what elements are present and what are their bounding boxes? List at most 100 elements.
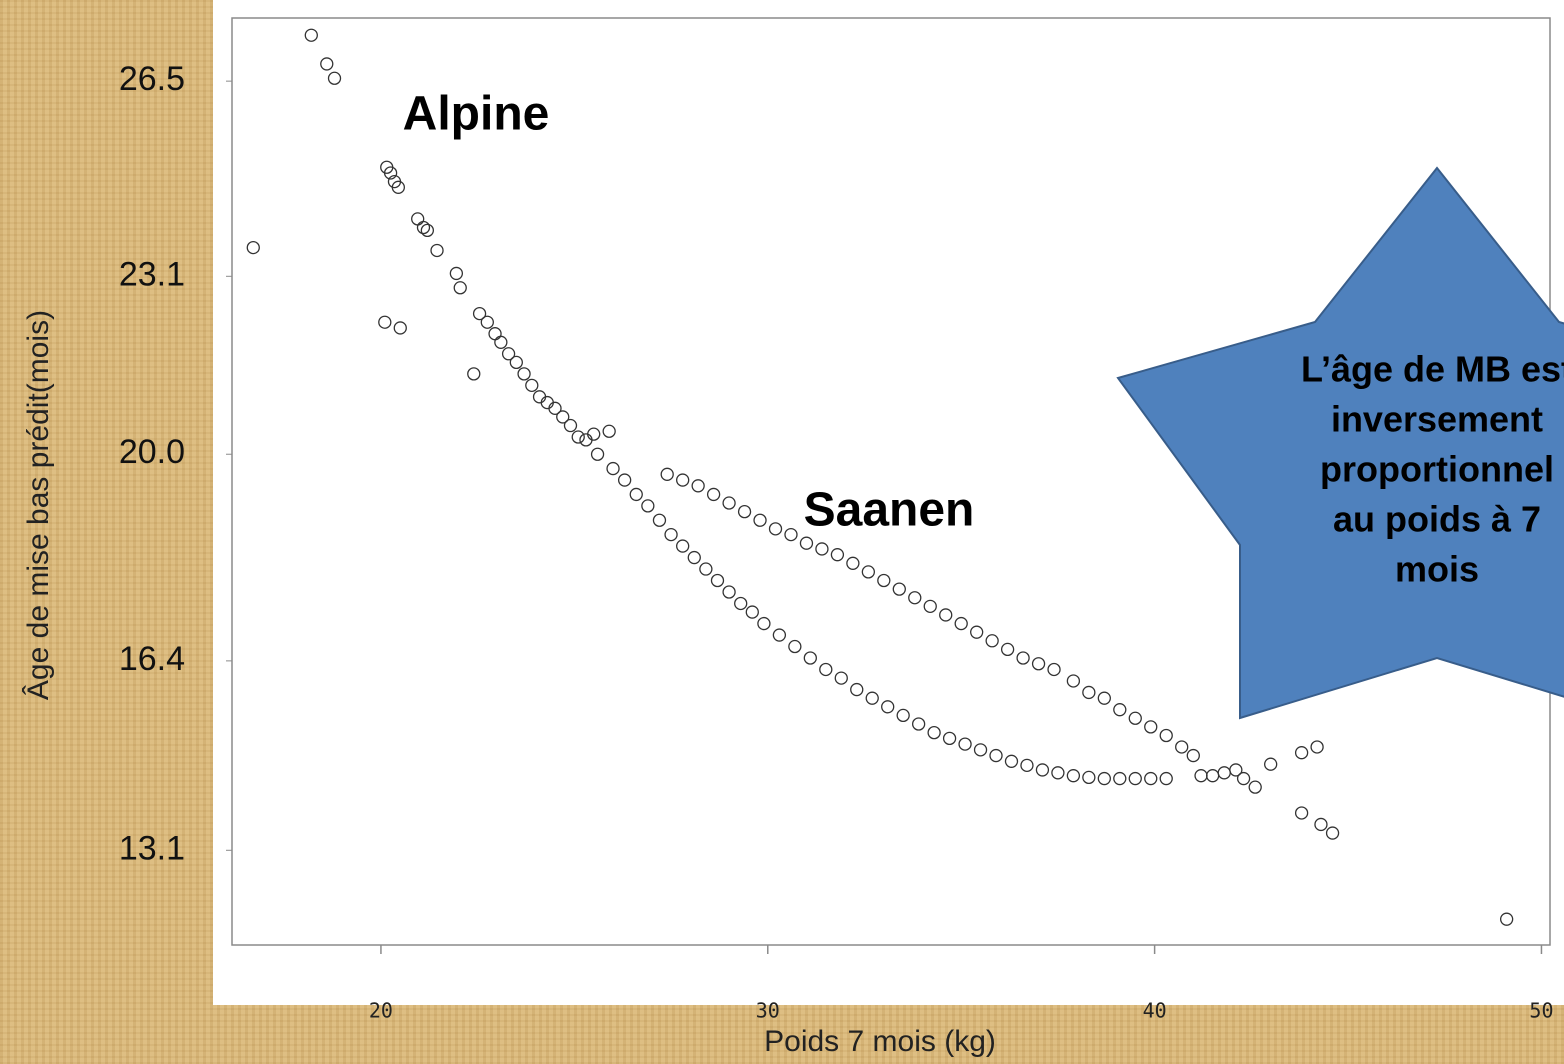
data-point	[989, 748, 1003, 763]
data-point	[834, 671, 848, 685]
data-point	[881, 700, 895, 714]
data-point	[1314, 817, 1328, 832]
data-point	[1248, 780, 1262, 794]
data-point	[378, 315, 392, 329]
data-point	[1004, 754, 1019, 768]
data-point	[1294, 746, 1309, 760]
annotation: Alpine	[403, 88, 550, 141]
data-point	[1000, 642, 1015, 657]
data-point	[865, 691, 879, 705]
data-point	[958, 737, 972, 751]
data-point	[1066, 769, 1081, 783]
data-point	[1175, 740, 1189, 754]
data-point	[784, 527, 798, 542]
x-tick-label: 30	[756, 999, 780, 1023]
star-text: inversement	[1331, 399, 1543, 440]
y-tick-label: 13.1	[119, 829, 185, 867]
y-tick-label: 26.5	[119, 60, 185, 98]
data-point	[676, 539, 690, 553]
data-point	[722, 496, 736, 510]
data-point	[911, 717, 926, 731]
data-point	[1016, 651, 1030, 665]
data-point	[327, 71, 342, 85]
data-point	[803, 651, 817, 665]
data-point	[710, 573, 725, 588]
data-point	[652, 513, 667, 527]
data-point	[846, 556, 860, 570]
x-axis-title: Poids 7 mois (kg)	[764, 1025, 996, 1058]
data-point	[699, 562, 713, 576]
y-tick-label: 16.4	[119, 640, 185, 678]
data-point	[393, 321, 407, 335]
data-point	[587, 427, 601, 441]
data-point	[1310, 740, 1324, 754]
data-point	[1035, 763, 1050, 777]
data-point	[641, 499, 655, 513]
data-point	[664, 527, 678, 542]
data-point	[706, 487, 721, 502]
data-point	[1113, 771, 1127, 786]
data-point	[590, 447, 605, 461]
data-point	[660, 467, 674, 481]
data-point	[908, 591, 922, 605]
data-point	[1113, 703, 1127, 717]
x-tick-label: 20	[369, 999, 393, 1023]
data-point	[606, 461, 620, 476]
data-point	[1066, 674, 1081, 688]
data-point	[467, 367, 481, 381]
data-point	[1325, 826, 1340, 840]
data-point	[973, 743, 988, 757]
data-point	[687, 550, 701, 565]
data-point	[453, 281, 467, 295]
data-point	[1499, 912, 1514, 926]
data-point	[391, 180, 405, 194]
data-point	[819, 662, 833, 677]
data-point	[799, 536, 814, 550]
data-point	[737, 504, 752, 519]
data-point	[861, 565, 876, 579]
data-point	[1159, 771, 1173, 786]
data-point	[1031, 657, 1046, 671]
data-point	[768, 522, 783, 536]
data-point	[877, 573, 891, 588]
data-point	[1159, 728, 1173, 743]
data-point	[509, 355, 523, 370]
data-point	[722, 585, 736, 599]
data-point	[676, 473, 690, 487]
data-point	[1082, 685, 1096, 700]
star-text: au poids à 7	[1333, 499, 1541, 540]
star-text: proportionnel	[1320, 449, 1554, 490]
data-point	[1128, 711, 1142, 725]
data-point	[629, 487, 643, 502]
data-point	[815, 542, 829, 556]
data-point	[939, 608, 953, 622]
data-point	[753, 513, 767, 527]
data-point	[501, 347, 516, 361]
data-point	[472, 306, 487, 321]
data-point	[1128, 771, 1142, 786]
data-point	[734, 596, 748, 611]
data-point	[320, 57, 334, 71]
data-point	[1186, 748, 1200, 763]
data-point	[772, 628, 787, 642]
data-point	[383, 166, 398, 180]
star-shape	[1116, 166, 1564, 720]
data-point	[970, 625, 984, 639]
data-point	[745, 605, 759, 619]
data-point	[1097, 691, 1111, 705]
y-tick-label: 20.0	[119, 433, 185, 471]
data-point	[304, 28, 318, 42]
data-point	[571, 430, 585, 444]
data-point	[1144, 720, 1158, 734]
star-text: L’âge de MB est	[1301, 349, 1564, 390]
y-axis-title: Âge de mise bas prédit(mois)	[22, 310, 55, 700]
data-point	[985, 634, 999, 648]
data-point	[1020, 758, 1034, 772]
data-point	[416, 220, 431, 235]
data-point	[942, 731, 957, 746]
annotation: Saanen	[804, 484, 975, 537]
data-point	[430, 243, 444, 258]
data-point	[954, 616, 968, 631]
data-point	[517, 367, 531, 381]
